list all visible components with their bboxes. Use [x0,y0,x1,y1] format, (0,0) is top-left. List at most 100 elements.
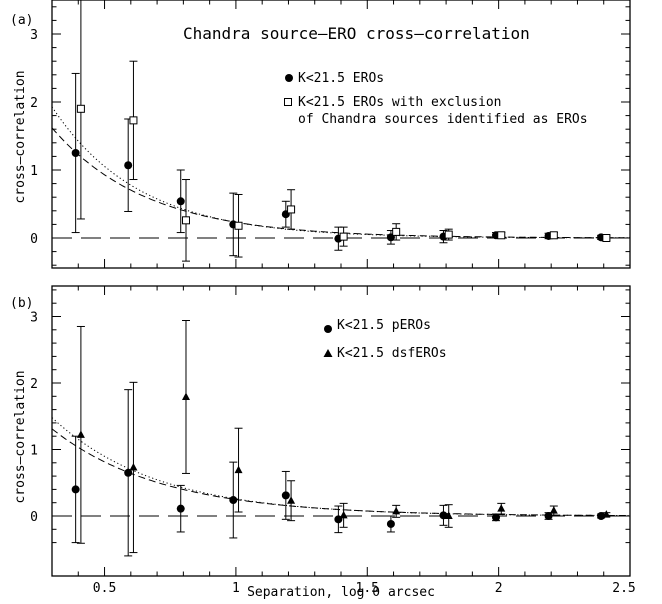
marker-circle [176,197,185,206]
data-point [71,72,80,234]
y-tick-label: 0 [30,232,38,247]
data-point [444,504,453,528]
data-point [597,512,606,520]
marker-circle [71,149,80,157]
panel-b-ticks: 0 1 2 3 0.5 1 1.5 2 2.5 [30,286,636,596]
x-tick-label: 2 [495,581,503,596]
marker-circle [492,513,501,522]
marker-circle [281,491,290,500]
x-tick-label: 1 [232,581,240,596]
panel-b-ylabel: cross–correlation [13,370,28,503]
marker-triangle [339,510,348,519]
data-point [287,480,296,522]
data-point [339,226,348,247]
panel-b-marks [71,319,611,557]
data-point [444,228,453,241]
legend-label-eros: K<21.5 EROs [298,71,384,86]
panel-a-curves [51,106,631,239]
data-point [392,504,401,518]
marker-square [444,230,453,239]
panel-b-xlabel: Separation, log θ arcsec [247,585,435,600]
data-point [549,231,558,240]
marker-square [181,216,190,225]
legend-marker-eros [285,74,293,82]
y-tick-label: 3 [30,28,38,43]
marker-square [339,232,348,241]
y-tick-label: 1 [30,444,38,459]
data-point [181,319,190,474]
marker-circle [71,485,80,494]
x-tick-label: 2.5 [612,581,635,596]
panel-a: (a) Chandra source–ERO cross–correlation… [10,0,631,269]
data-point [281,470,290,520]
legend-label-dsferos: K<21.5 dsfEROs [337,346,447,361]
data-point [334,505,343,534]
data-point [76,325,85,544]
marker-square [76,104,85,113]
marker-circle [544,512,553,520]
dashed-fit-curve [51,127,631,239]
panel-a-legend: K<21.5 EROs K<21.5 EROs with exclusion o… [284,71,588,127]
marker-square [602,234,611,242]
panel-b-legend: K<21.5 pEROs K<21.5 dsfEROs [323,318,447,361]
data-point [229,461,238,539]
legend-marker-eros-excl [284,98,292,106]
marker-circle [229,496,238,505]
data-point [124,389,133,557]
marker-circle [124,161,133,170]
data-point [129,60,138,181]
y-tick-label: 2 [30,96,38,111]
dashed-fit-curve [51,428,630,516]
marker-triangle [444,511,453,519]
legend-marker-dsferos [323,349,333,357]
marker-circle [386,519,395,528]
marker-triangle [234,465,243,474]
marker-square [497,231,506,240]
marker-circle [597,512,606,520]
marker-triangle [129,462,138,471]
data-point [71,435,80,544]
panel-a-ticks: 0 1 2 3 [30,0,631,268]
marker-square [129,116,138,125]
data-point [176,169,185,234]
data-point [234,193,243,258]
data-point [234,427,243,513]
data-point [602,510,611,518]
data-point [439,504,448,526]
x-tick-label: 1.5 [356,581,379,596]
data-point [497,502,506,515]
panel-a-marks [71,0,611,262]
panel-a-title: Chandra source–ERO cross–correlation [183,24,530,43]
data-point [492,513,501,522]
marker-circle [176,504,185,513]
marker-circle [124,468,133,477]
data-point [287,189,296,230]
panel-a-ylabel: cross–correlation [13,70,28,203]
data-point [181,179,190,262]
legend-label-eros-excl-line1: K<21.5 EROs with exclusion [298,95,502,110]
data-point [386,515,395,533]
legend-label-peros: K<21.5 pEROs [337,318,431,333]
data-point [602,234,611,242]
marker-circle [439,511,448,520]
y-tick-label: 3 [30,311,38,326]
data-point [281,200,290,228]
marker-triangle [602,510,611,518]
panel-b-curves [51,417,630,517]
marker-triangle [392,506,401,515]
data-point [497,231,506,240]
y-tick-label: 2 [30,377,38,392]
data-point [176,484,185,533]
data-point [392,223,401,241]
marker-triangle [181,392,190,400]
panel-b: (b) cross–correlation Separation, log θ … [10,285,636,600]
data-point [76,0,85,220]
marker-triangle [287,496,296,504]
data-point [549,505,558,516]
marker-triangle [549,506,558,514]
marker-square [392,227,401,236]
marker-square [234,221,243,230]
marker-triangle [76,430,85,438]
data-point [124,118,133,212]
